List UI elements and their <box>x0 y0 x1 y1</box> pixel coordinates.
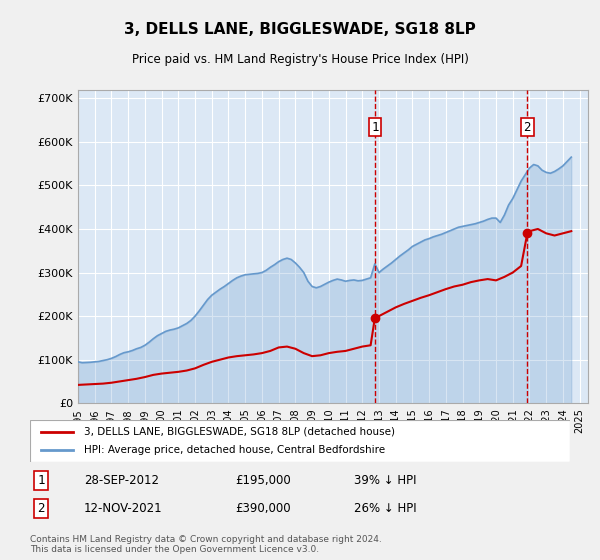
Text: 3, DELLS LANE, BIGGLESWADE, SG18 8LP (detached house): 3, DELLS LANE, BIGGLESWADE, SG18 8LP (de… <box>84 427 395 437</box>
Text: HPI: Average price, detached house, Central Bedfordshire: HPI: Average price, detached house, Cent… <box>84 445 385 455</box>
Text: 2: 2 <box>524 121 531 134</box>
Text: £390,000: £390,000 <box>235 502 291 515</box>
Text: £195,000: £195,000 <box>235 474 291 487</box>
Text: 28-SEP-2012: 28-SEP-2012 <box>84 474 159 487</box>
Text: 2: 2 <box>37 502 44 515</box>
FancyBboxPatch shape <box>30 420 570 462</box>
Text: Price paid vs. HM Land Registry's House Price Index (HPI): Price paid vs. HM Land Registry's House … <box>131 53 469 66</box>
Text: 26% ↓ HPI: 26% ↓ HPI <box>354 502 416 515</box>
Text: 1: 1 <box>37 474 44 487</box>
Text: 12-NOV-2021: 12-NOV-2021 <box>84 502 163 515</box>
Text: 3, DELLS LANE, BIGGLESWADE, SG18 8LP: 3, DELLS LANE, BIGGLESWADE, SG18 8LP <box>124 22 476 38</box>
Text: 39% ↓ HPI: 39% ↓ HPI <box>354 474 416 487</box>
Text: 1: 1 <box>371 121 379 134</box>
Text: Contains HM Land Registry data © Crown copyright and database right 2024.
This d: Contains HM Land Registry data © Crown c… <box>30 535 382 554</box>
